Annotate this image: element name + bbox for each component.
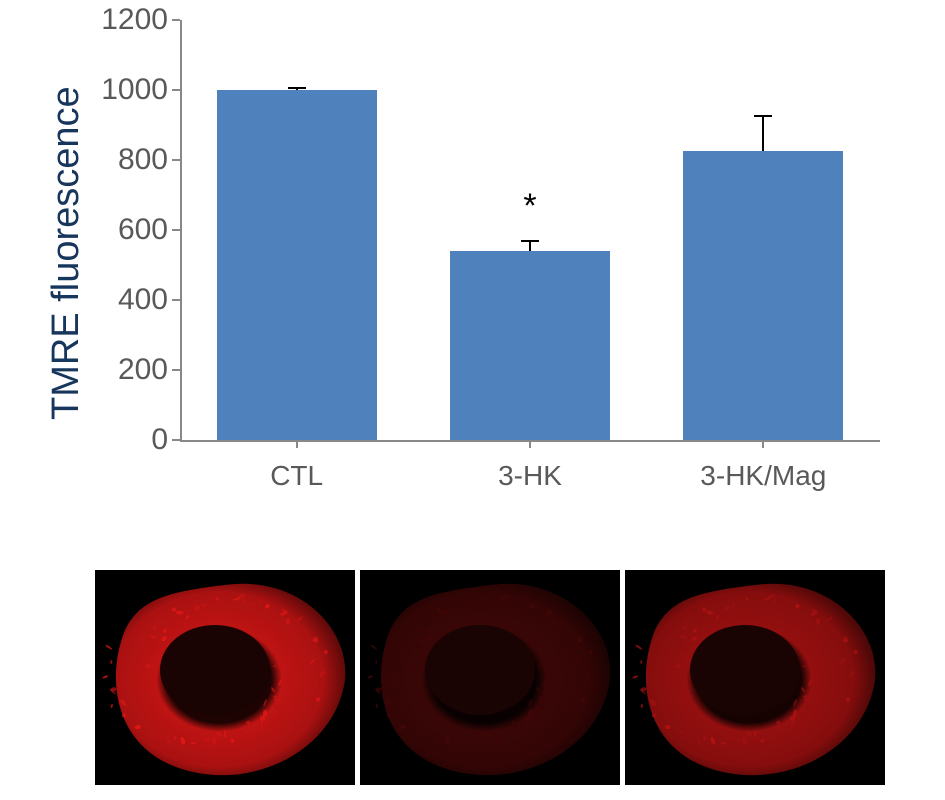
x-category-label: 3-HK/Mag xyxy=(663,460,863,492)
y-tick-label: 600 xyxy=(80,213,168,247)
y-tick-mark xyxy=(172,229,180,231)
errorbar-cap xyxy=(288,87,306,89)
errorbar-cap xyxy=(754,115,772,117)
y-tick-mark xyxy=(172,89,180,91)
cell-image-icon xyxy=(625,570,885,785)
y-axis-line xyxy=(180,20,182,440)
micrograph-panel-1 xyxy=(95,570,355,785)
y-tick-mark xyxy=(172,19,180,21)
y-tick-label: 0 xyxy=(80,423,168,457)
x-tick-mark xyxy=(529,440,531,448)
bar-3-HK xyxy=(450,251,610,440)
y-tick-mark xyxy=(172,299,180,301)
y-tick-label: 800 xyxy=(80,143,168,177)
y-tick-label: 1200 xyxy=(80,3,168,37)
x-category-label: 3-HK xyxy=(430,460,630,492)
y-tick-label: 1000 xyxy=(80,73,168,107)
micrograph-panel-2 xyxy=(360,570,620,785)
y-tick-mark xyxy=(172,369,180,371)
errorbar-cap xyxy=(521,240,539,242)
x-tick-mark xyxy=(762,440,764,448)
y-tick-mark xyxy=(172,159,180,161)
errorbar-line xyxy=(529,241,531,251)
y-tick-mark xyxy=(172,439,180,441)
cell-image-icon xyxy=(95,570,355,785)
y-tick-label: 400 xyxy=(80,283,168,317)
bar-3-HK/Mag xyxy=(683,151,843,440)
x-tick-mark xyxy=(296,440,298,448)
y-tick-label: 200 xyxy=(80,353,168,387)
figure-root: TMRE fluorescence020040060080010001200CT… xyxy=(0,0,945,800)
errorbar-line xyxy=(762,116,764,151)
micrograph-panel-3 xyxy=(625,570,885,785)
cell-image-icon xyxy=(360,570,620,785)
bar-CTL xyxy=(217,90,377,440)
x-category-label: CTL xyxy=(197,460,397,492)
significance-marker: * xyxy=(500,187,560,226)
